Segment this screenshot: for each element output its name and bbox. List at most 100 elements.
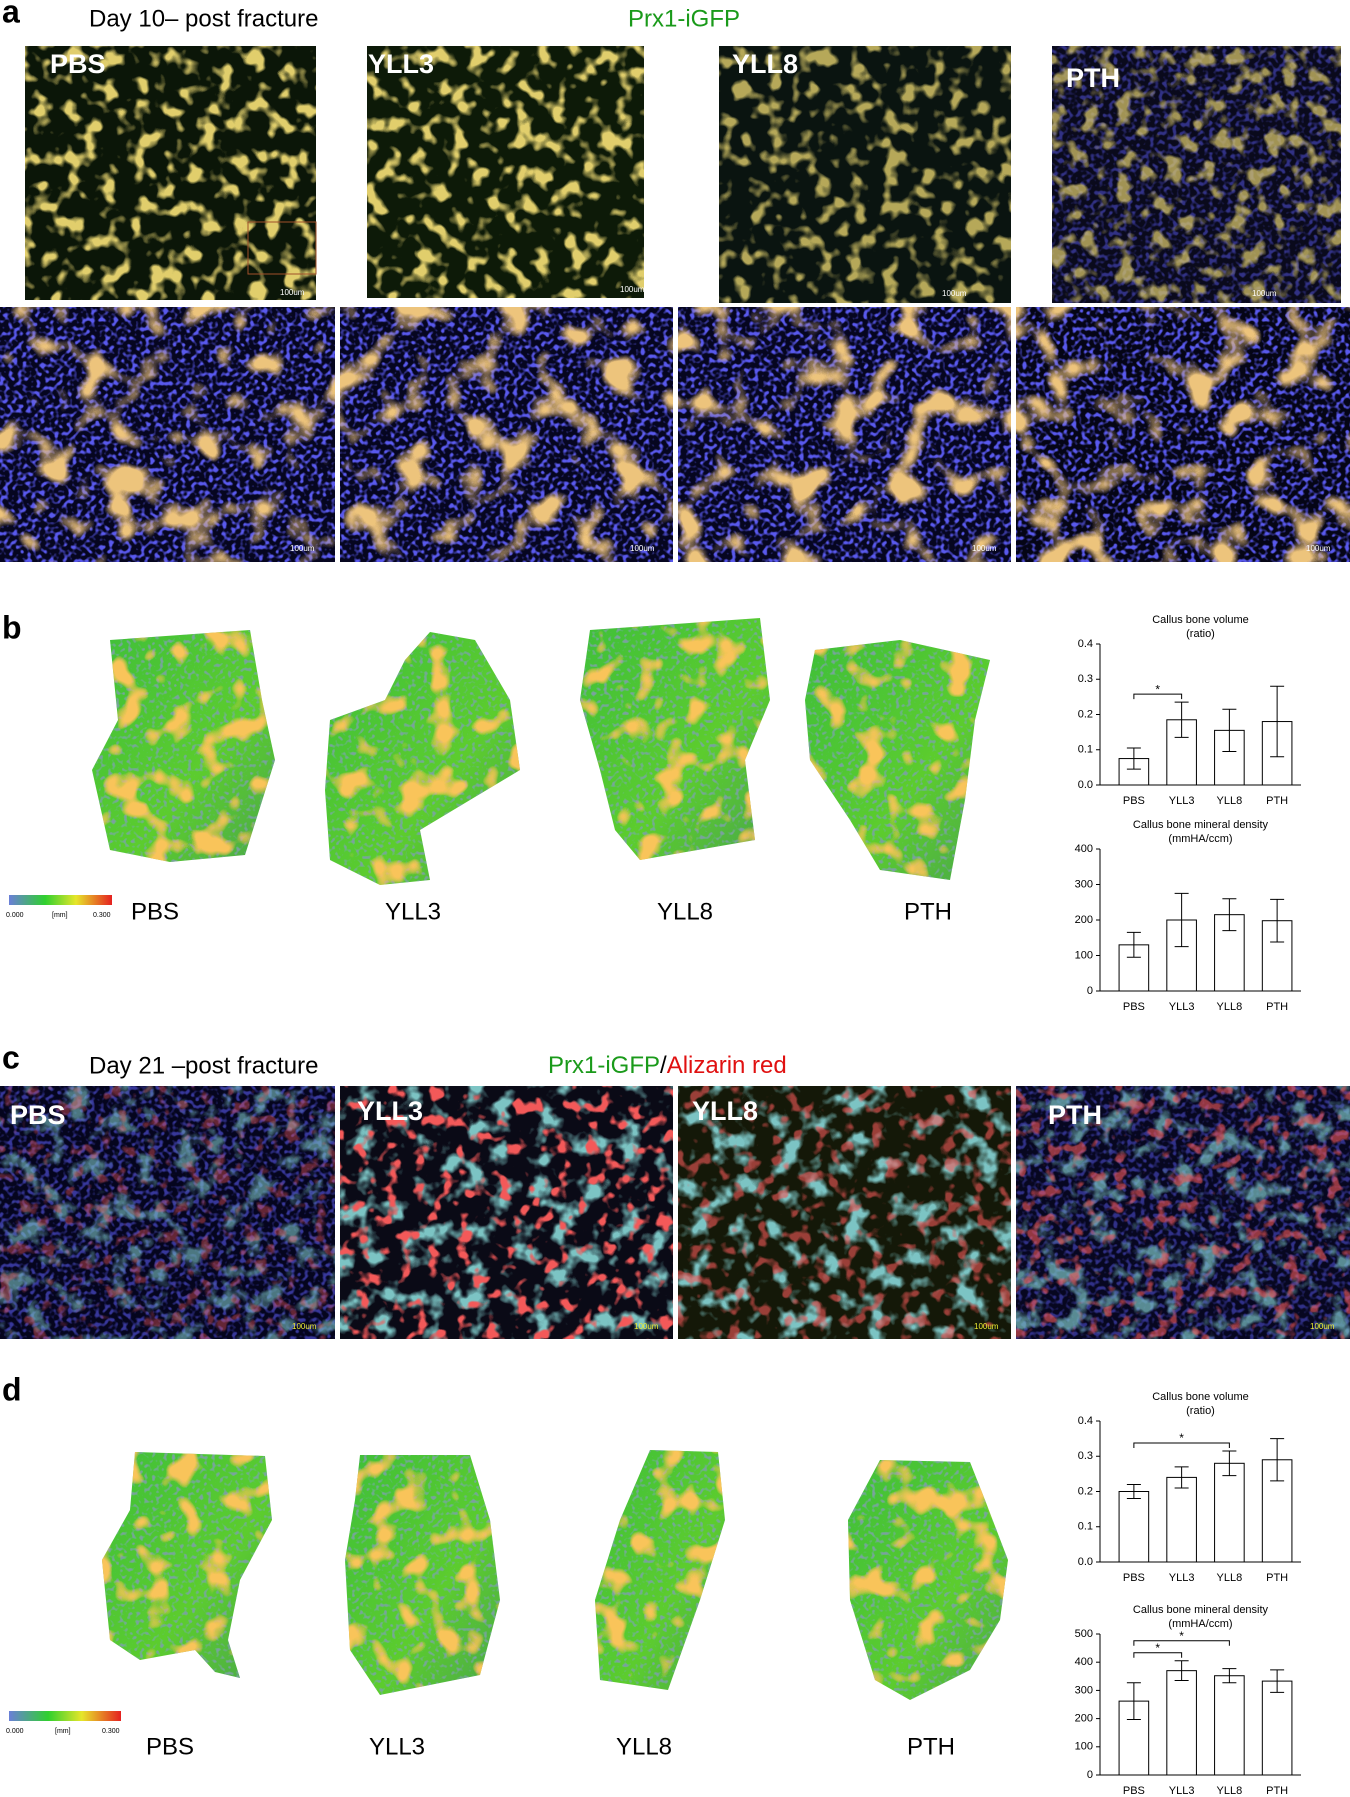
group-label: YLL8 — [616, 1733, 672, 1760]
error-bar — [1174, 701, 1189, 738]
scale-bar-label: 100um — [1306, 544, 1331, 553]
x-tick-label: PBS — [1123, 1785, 1145, 1797]
panel-letter: a — [2, 0, 20, 29]
chart-title: Callus bone volume — [1152, 614, 1249, 626]
group-label: PTH — [904, 898, 952, 925]
y-tick-label: 0.2 — [1078, 708, 1093, 720]
chart-subtitle: (ratio) — [1186, 1405, 1215, 1417]
separator: / — [660, 1052, 667, 1079]
panel-title: Day 21 –post fracture — [89, 1052, 318, 1079]
group-label: PTH — [907, 1733, 955, 1760]
error-bar — [1174, 892, 1189, 948]
group-label: YLL3 — [357, 1096, 423, 1126]
scale-bar-label: 100um — [974, 1322, 999, 1331]
micrograph — [719, 46, 1011, 303]
group-label: PBS — [146, 1733, 194, 1760]
micrograph — [678, 1086, 1011, 1339]
bar — [1166, 1670, 1197, 1776]
x-tick-label: YLL3 — [1169, 1785, 1195, 1797]
x-tick-label: YLL3 — [1169, 795, 1195, 807]
chart-subtitle: (ratio) — [1186, 628, 1215, 640]
micrograph — [1052, 46, 1341, 303]
x-tick-label: PBS — [1123, 795, 1145, 807]
group-label: YLL3 — [368, 49, 434, 79]
group-label: YLL3 — [369, 1733, 425, 1760]
micrograph — [1016, 1086, 1350, 1339]
chart-subtitle: (mmHA/ccm) — [1168, 1618, 1232, 1630]
x-tick-label: YLL8 — [1217, 1785, 1243, 1797]
x-tick-label: YLL3 — [1169, 1572, 1195, 1584]
micrograph — [0, 307, 335, 562]
error-bar — [1270, 1438, 1285, 1482]
group-label: YLL8 — [692, 1096, 758, 1126]
x-tick-label: PBS — [1123, 1572, 1145, 1584]
significance-bracket — [1133, 1442, 1230, 1448]
error-bar — [1222, 898, 1237, 932]
x-tick-label: YLL8 — [1217, 1572, 1243, 1584]
scale-bar-label: 100um — [280, 288, 305, 297]
x-tick-label: YLL3 — [1169, 1001, 1195, 1013]
panel-letter: d — [2, 1371, 22, 1407]
x-tick-label: PTH — [1266, 1572, 1288, 1584]
significance-label: * — [1179, 1629, 1184, 1643]
colorbar — [9, 1711, 121, 1721]
error-bar — [1222, 708, 1237, 753]
stain-red: Alizarin red — [667, 1052, 787, 1079]
y-tick-label: 300 — [1075, 1684, 1093, 1696]
micro-ct-render — [102, 1450, 1008, 1700]
y-tick-label: 0 — [1087, 985, 1093, 997]
y-tick-label: 0.3 — [1078, 1450, 1093, 1462]
scale-bar-label: 100um — [630, 544, 655, 553]
y-tick-label: 0.1 — [1078, 744, 1093, 756]
x-tick-label: PTH — [1266, 1785, 1288, 1797]
error-bar — [1174, 1466, 1189, 1489]
micrograph — [1016, 307, 1350, 562]
colorbar-max: 0.300 — [102, 1728, 120, 1735]
x-tick-label: PTH — [1266, 1001, 1288, 1013]
y-tick-label: 0 — [1087, 1769, 1093, 1781]
scale-bar-label: 100um — [1252, 289, 1277, 298]
scale-bar-label: 100um — [634, 1322, 659, 1331]
y-tick-label: 500 — [1075, 1628, 1093, 1640]
error-bar — [1126, 1682, 1141, 1720]
micrograph — [340, 307, 673, 562]
significance-bracket — [1133, 1640, 1230, 1646]
y-tick-label: 200 — [1075, 914, 1093, 926]
chart-title: Callus bone mineral density — [1133, 819, 1269, 831]
colorbar-max: 0.300 — [93, 912, 111, 919]
error-bar — [1270, 1669, 1285, 1693]
y-tick-label: 100 — [1075, 1741, 1093, 1753]
significance-bracket — [1133, 1652, 1183, 1658]
error-bar — [1174, 1660, 1189, 1682]
bar — [1118, 758, 1150, 786]
colorbar-min: 0.000 — [6, 912, 24, 919]
error-bar — [1126, 747, 1141, 770]
stain-label: Prx1-iGFP/Alizarin red — [548, 1052, 787, 1079]
significance-label: * — [1155, 682, 1160, 696]
micrograph — [340, 1086, 673, 1339]
error-bar — [1270, 898, 1285, 943]
y-tick-label: 200 — [1075, 1713, 1093, 1725]
micrograph — [678, 307, 1011, 562]
y-tick-label: 400 — [1075, 1656, 1093, 1668]
micrograph — [25, 46, 317, 300]
chart-title: Callus bone volume — [1152, 1391, 1249, 1403]
y-tick-label: 400 — [1075, 843, 1093, 855]
stain-green: Prx1-iGFP — [548, 1052, 660, 1079]
group-label: PBS — [131, 898, 179, 925]
error-bar — [1126, 931, 1141, 958]
colorbar-unit: [mm] — [52, 912, 68, 919]
error-bar — [1222, 1668, 1237, 1684]
x-tick-label: PBS — [1123, 1001, 1145, 1013]
y-tick-label: 0.1 — [1078, 1521, 1093, 1533]
y-tick-label: 0.2 — [1078, 1485, 1093, 1497]
scale-bar-label: 100um — [620, 285, 645, 294]
scale-bar-label: 100um — [1310, 1322, 1335, 1331]
bar — [1261, 1680, 1293, 1776]
group-label: PTH — [1048, 1100, 1102, 1130]
error-bar — [1126, 1483, 1141, 1500]
micrograph — [0, 1086, 335, 1339]
micrograph — [367, 46, 644, 298]
scale-bar-label: 100um — [292, 1322, 317, 1331]
